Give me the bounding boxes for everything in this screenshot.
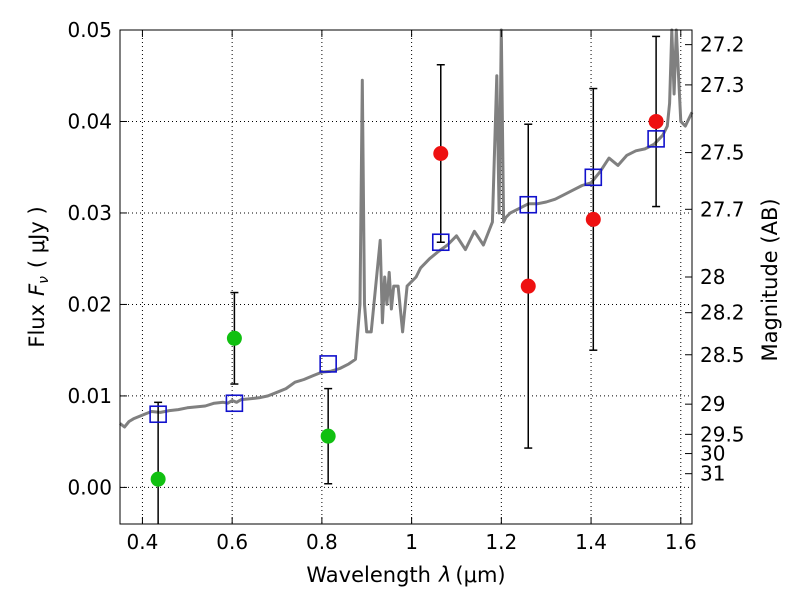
x-tick-label: 1.4: [575, 530, 607, 554]
y-axis-label-text: Flux: [25, 304, 49, 348]
y2-axis-label: Magnitude (AB): [758, 198, 782, 361]
y-axis-label: Flux Fν ( μJy ): [25, 206, 52, 347]
photometry-point: [320, 428, 336, 444]
photometry-point: [648, 113, 664, 129]
y-tick-label: 0.00: [67, 475, 112, 499]
y2-tick-label: 27.5: [700, 141, 745, 165]
x-tick-label: 0.8: [306, 530, 338, 554]
photometry-point: [150, 471, 166, 487]
y-axis-label-subscript: ν: [36, 276, 52, 284]
x-axis-label-unit: (μm): [455, 563, 505, 587]
y2-tick-label: 28.5: [700, 343, 745, 367]
y2-tick-label: 28: [700, 265, 725, 289]
x-tick-label: 0.4: [127, 530, 159, 554]
x-axis-label-text: Wavelength: [306, 563, 431, 587]
y-tick-label: 0.04: [67, 109, 112, 133]
y-tick-label: 0.02: [67, 292, 112, 316]
x-tick-label: 0.6: [216, 530, 248, 554]
y-tick-label: 0.05: [67, 18, 112, 42]
x-tick-label: 1.6: [665, 530, 697, 554]
x-tick-label: 1: [405, 530, 418, 554]
model-sed-layer: [119, 28, 694, 429]
model-band-square: [431, 233, 450, 252]
x-tick-label: 1.2: [485, 530, 517, 554]
y2-tick-label: 27.7: [700, 197, 745, 221]
model-sed-line: [119, 28, 694, 429]
x-axis-label-symbol: λ: [438, 563, 451, 587]
y-axis-label-symbol: F: [25, 283, 49, 296]
y-tick-label: 0.01: [67, 384, 112, 408]
x-axis: 0.4 0.6 0.8 1 1.2 1.4 1.6: [127, 30, 697, 554]
model-band-square: [149, 405, 167, 424]
model-band-square: [647, 130, 665, 148]
y2-tick-label: 28.2: [700, 301, 745, 325]
y2-tick-label: 29.5: [700, 422, 745, 446]
x-axis-label: Wavelength λ (μm): [306, 563, 505, 587]
marker-layer: [149, 113, 665, 487]
y-tick-label: 0.03: [67, 201, 112, 225]
model-band-square: [519, 195, 538, 214]
y-axis: 0.00 0.01 0.02 0.03 0.04 0.05: [67, 18, 127, 499]
y2-tick-label: 29: [700, 392, 725, 416]
photometry-point: [585, 211, 601, 227]
y2-tick-label: 30: [700, 442, 725, 466]
model-band-square: [584, 168, 603, 187]
plot-background: [120, 30, 692, 524]
photometry-point: [226, 330, 242, 346]
y2-tick-label: 27.2: [700, 33, 745, 57]
y2-tick-label: 31: [700, 462, 725, 486]
model-band-square: [319, 355, 337, 373]
photometry-point: [433, 146, 449, 161]
photometry-point: [520, 278, 536, 294]
y2-tick-label: 27.3: [700, 73, 745, 97]
y-axis-label-unit: ( μJy ): [25, 206, 49, 268]
model-band-square: [225, 394, 244, 413]
